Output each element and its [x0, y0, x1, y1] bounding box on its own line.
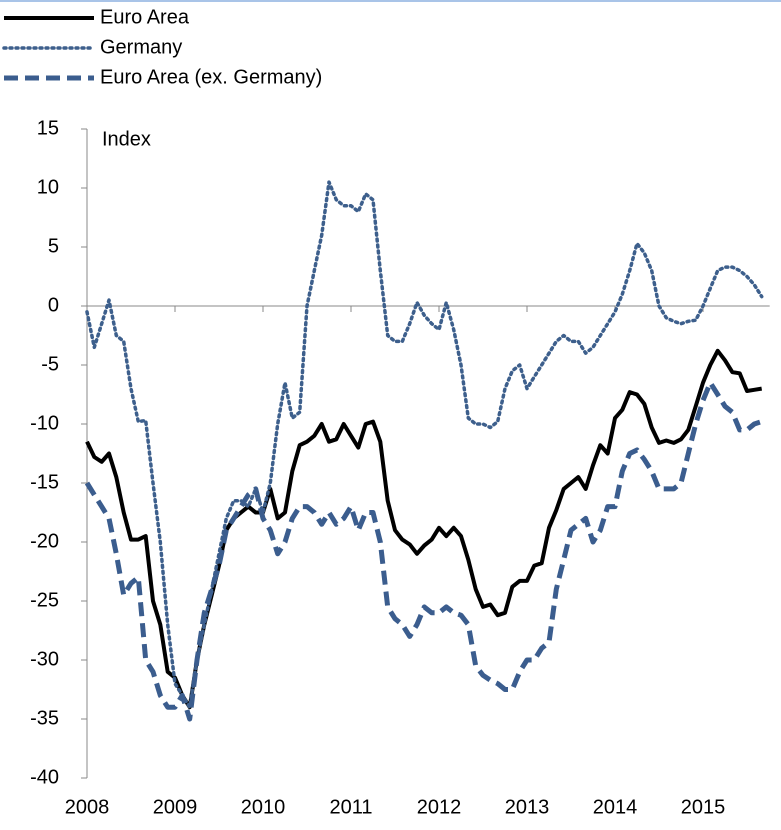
x-tick-label: 2013 [505, 796, 550, 818]
x-tick-label: 2009 [153, 796, 198, 818]
y-tick-label: -25 [30, 589, 59, 611]
y-tick-label: -5 [41, 353, 59, 375]
y-tick-label: 0 [48, 294, 59, 316]
y-tick-label: -15 [30, 471, 59, 493]
x-tick-label: 2011 [329, 796, 372, 818]
legend-label: Euro Area (ex. Germany) [100, 66, 322, 88]
y-tick-label: 5 [48, 235, 59, 257]
y-tick-label: -20 [30, 530, 59, 552]
x-tick-label: 2015 [681, 796, 726, 818]
y-tick-label: -40 [30, 766, 59, 788]
series-line [84, 380, 763, 722]
legend-label: Germany [100, 36, 182, 58]
x-tick-label: 2012 [417, 796, 462, 818]
y-tick-label: -10 [30, 412, 59, 434]
x-tick-label: 2014 [593, 796, 638, 818]
x-tick-label: 2010 [241, 796, 286, 818]
y-tick-label: 10 [37, 176, 59, 198]
series-line [85, 348, 763, 710]
y-tick-label: -30 [30, 648, 59, 670]
y-tick-label: 15 [37, 117, 59, 139]
y-tick-label: -35 [30, 707, 59, 729]
x-tick-label: 2008 [65, 796, 110, 818]
series-line [85, 180, 764, 709]
legend-label: Euro Area [100, 6, 190, 28]
annotation: Index [102, 128, 151, 150]
